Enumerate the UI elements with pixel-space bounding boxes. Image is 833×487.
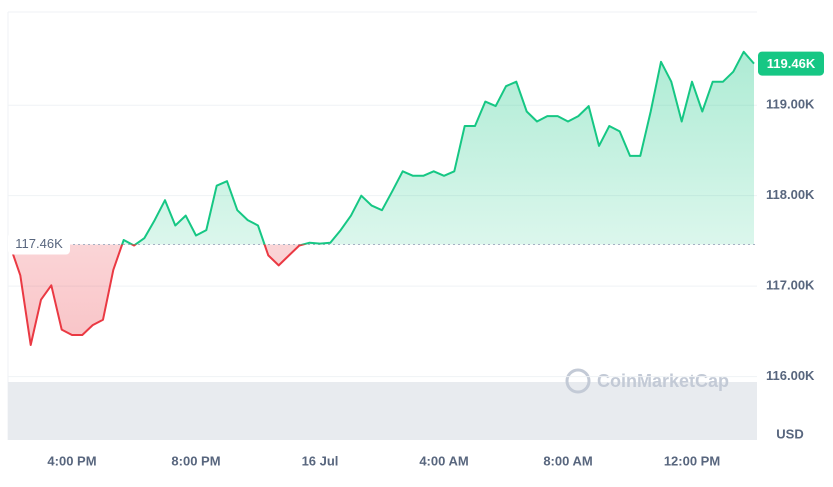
y-tick-label: 117.00K [766,278,815,293]
y-tick-label: 118.00K [766,187,815,202]
line-up [121,50,755,245]
area-down [10,244,754,345]
baseline-label-bg [8,232,70,255]
x-tick-label: 4:00 AM [419,453,468,468]
currency: USD [776,426,803,441]
line-down [9,244,321,346]
last-price-label: 119.46K [767,56,816,71]
baseline-label: 117.46K [15,236,63,251]
y-tick-label: 116.00K [766,368,815,383]
area-up [122,51,754,245]
watermark: CoinMarketCap [565,368,729,394]
volume-band [8,382,757,440]
x-tick-label: 8:00 AM [543,453,592,468]
x-tick-label: 8:00 PM [171,453,220,468]
last-price-badge [758,51,824,76]
y-tick-label: 119.00K [766,97,815,112]
x-tick-label: 12:00 PM [664,453,720,468]
x-tick-label: 16 Jul [302,453,339,468]
watermark-text: CoinMarketCap [597,371,729,391]
x-tick-label: 4:00 PM [47,453,96,468]
